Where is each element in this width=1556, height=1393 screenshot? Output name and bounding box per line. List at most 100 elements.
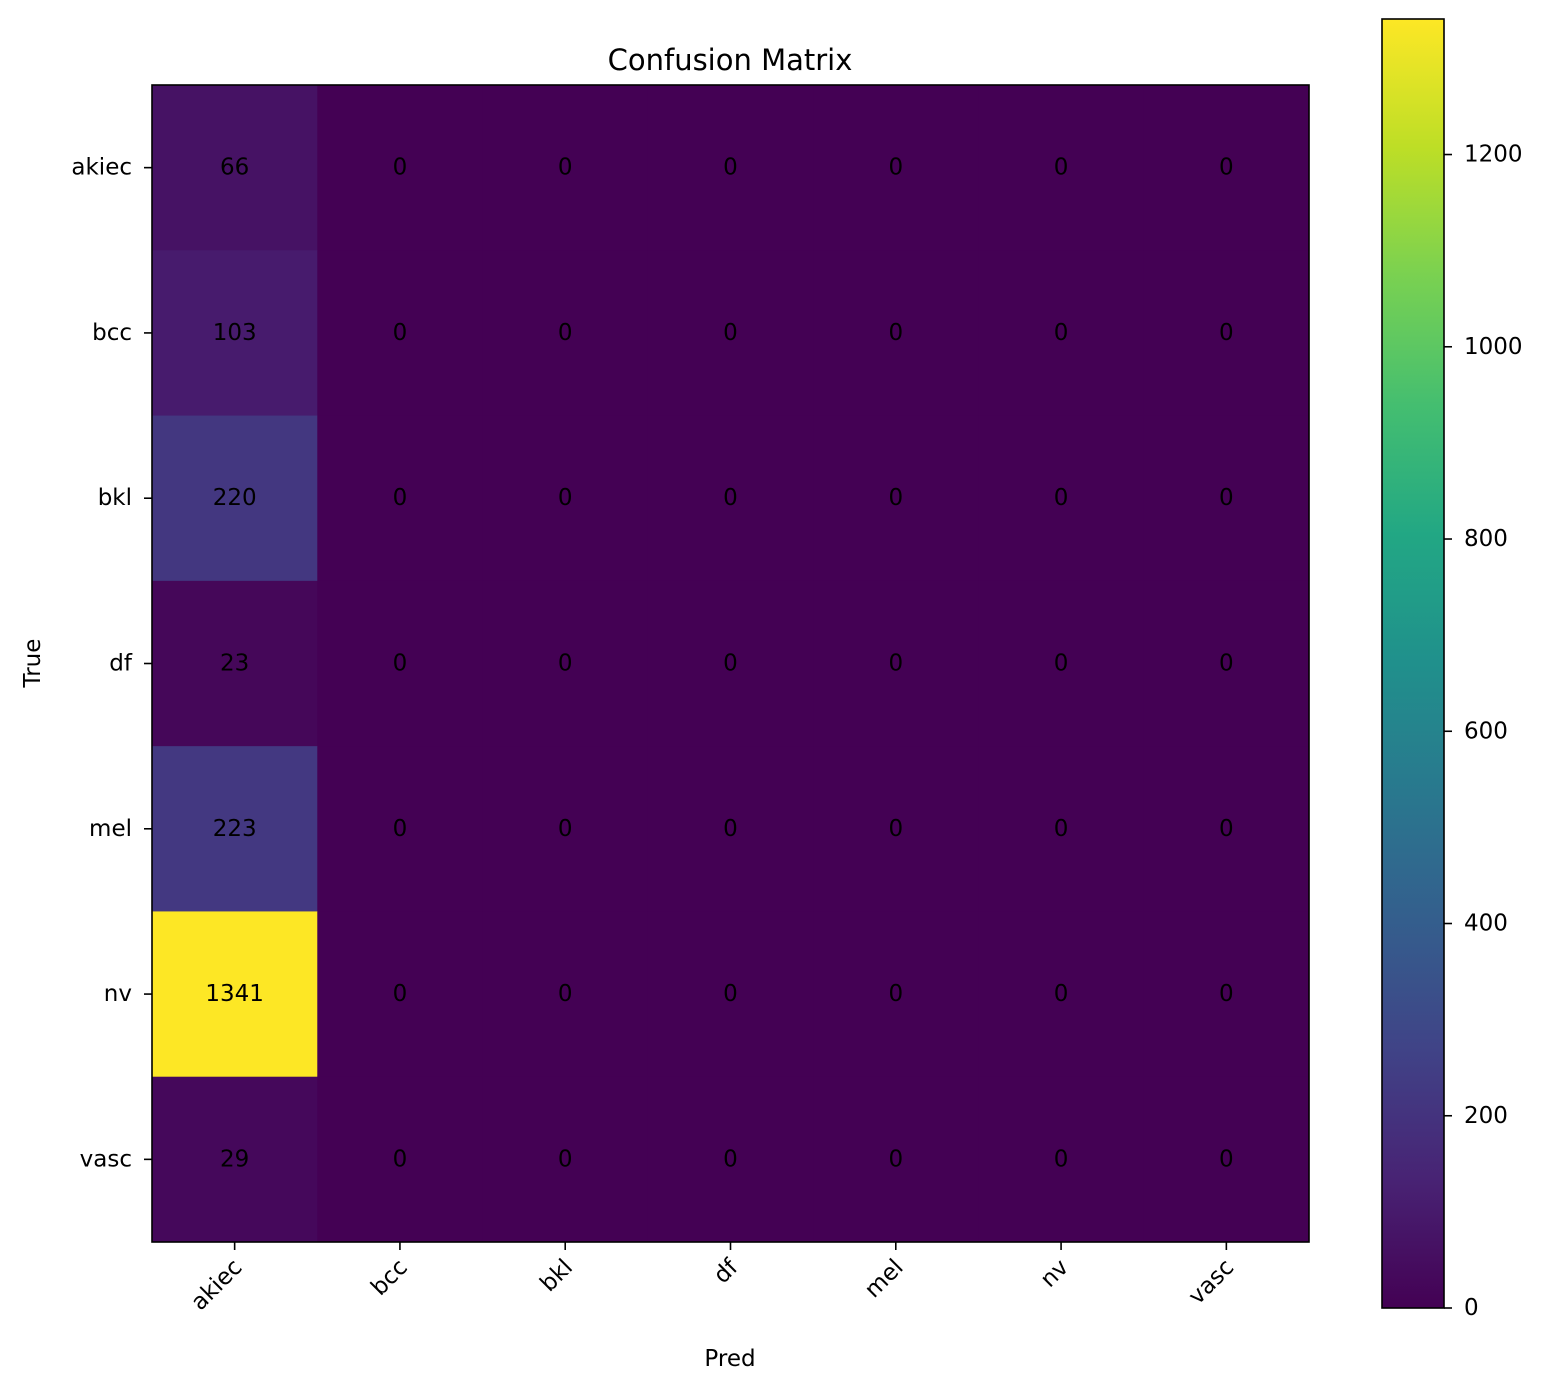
cell-value-label: 0 — [1054, 981, 1069, 1007]
cell-value-label: 0 — [393, 155, 408, 181]
x-axis-ticks: akiec bcc bkl df mel nv vasc — [186, 1242, 1239, 1316]
heatmap-cell — [813, 746, 979, 912]
cell-value-label: 29 — [220, 1146, 249, 1172]
heatmap-cell — [482, 1076, 649, 1243]
y-axis-label: True — [20, 639, 46, 689]
heatmap-cell — [317, 250, 484, 417]
y-tick-label: nv — [104, 981, 132, 1007]
y-tick-label: vasc — [80, 1146, 132, 1172]
cell-value-label: 0 — [1054, 816, 1069, 842]
x-tick-label: vasc — [1184, 1254, 1239, 1309]
cell-value-label: 0 — [393, 485, 408, 511]
x-tick-label: df — [709, 1254, 744, 1289]
cell-value-label: 0 — [393, 320, 408, 346]
heatmap-cell — [482, 250, 649, 417]
heatmap-cell — [647, 911, 814, 1078]
heatmap-cell — [152, 911, 318, 1078]
cell-value-label: 0 — [888, 651, 903, 677]
heatmap-cell — [647, 415, 814, 582]
heatmap-cell — [1143, 1076, 1310, 1243]
cell-value-label: 0 — [1219, 320, 1234, 346]
cell-value-label: 0 — [723, 485, 738, 511]
heatmap-cell — [482, 580, 649, 747]
cell-value-label: 0 — [888, 320, 903, 346]
cell-value-label: 0 — [1219, 155, 1234, 181]
heatmap-cell — [978, 85, 1145, 251]
cell-value-label: 0 — [393, 981, 408, 1007]
cell-value-label: 103 — [213, 320, 257, 346]
heatmap-cell — [647, 250, 814, 417]
heatmap-cell — [482, 746, 649, 912]
y-tick-label: mel — [89, 816, 132, 842]
heatmap-cell — [813, 580, 979, 747]
colorbar-tick-label: 600 — [1464, 718, 1508, 744]
y-tick-label: bcc — [92, 320, 132, 346]
heatmap-cell — [152, 415, 318, 582]
heatmap-cell — [1143, 415, 1310, 582]
x-tick-label: mel — [860, 1254, 909, 1303]
heatmap-cell — [813, 1076, 979, 1243]
heatmap-cell — [813, 415, 979, 582]
cell-value-label: 0 — [723, 651, 738, 677]
heatmap-cell — [152, 1076, 318, 1243]
x-axis-label: Pred — [704, 1346, 755, 1372]
cell-value-label: 0 — [1219, 981, 1234, 1007]
cell-value-label: 0 — [558, 816, 573, 842]
cell-value-label: 0 — [723, 816, 738, 842]
cell-value-label: 0 — [393, 816, 408, 842]
chart-title: Confusion Matrix — [608, 43, 853, 77]
heatmap-cell — [1143, 580, 1310, 747]
heatmap-cell — [317, 415, 484, 582]
cell-value-label: 0 — [888, 155, 903, 181]
cell-value-label: 0 — [1054, 485, 1069, 511]
colorbar-tick-label: 1000 — [1464, 334, 1523, 360]
x-tick-label: akiec — [186, 1254, 247, 1315]
cell-value-label: 0 — [1219, 485, 1234, 511]
cell-value-label: 0 — [558, 1146, 573, 1172]
heatmap-cell — [978, 250, 1145, 417]
heatmap-cell — [152, 580, 318, 747]
cell-value-label: 0 — [558, 320, 573, 346]
colorbar-tick-label: 400 — [1464, 911, 1508, 937]
heatmap-cell — [978, 746, 1145, 912]
heatmap-cell — [482, 85, 649, 251]
heatmap-cell — [482, 415, 649, 582]
colorbar-tick-label: 0 — [1464, 1295, 1479, 1321]
y-tick-label: bkl — [98, 485, 132, 511]
cell-value-label: 0 — [558, 155, 573, 181]
heatmap-cell — [647, 1076, 814, 1243]
heatmap-cell — [1143, 250, 1310, 417]
heatmap-cell — [647, 85, 814, 251]
cell-value-label: 0 — [723, 1146, 738, 1172]
cell-value-label: 0 — [1219, 1146, 1234, 1172]
heatmap-cell-labels: 66 0 0 0 0 0 0 103 0 0 0 0 0 0 220 0 0 0 0 0 0 23 0 0 0 0 0 0 223 0 0 0… — [205, 155, 1233, 1173]
heatmap-cell — [482, 911, 649, 1078]
heatmap-cell — [647, 580, 814, 747]
x-tick-label: nv — [1036, 1254, 1074, 1292]
heatmap-cell — [317, 746, 484, 912]
colorbar-tick-label: 1200 — [1464, 142, 1523, 168]
cell-value-label: 0 — [723, 320, 738, 346]
colorbar-ticks: 0 200 400 600 800 1000 1200 — [1444, 142, 1523, 1321]
cell-value-label: 0 — [888, 1146, 903, 1172]
heatmap-cell — [317, 1076, 484, 1243]
heatmap-cell — [813, 250, 979, 417]
cell-value-label: 220 — [213, 485, 257, 511]
heatmap-cell — [978, 415, 1145, 582]
colorbar-tick-label: 800 — [1464, 526, 1508, 552]
heatmap-cell — [152, 250, 318, 417]
cell-value-label: 0 — [1219, 816, 1234, 842]
y-axis-ticks: akiec bcc bkl df mel nv vasc — [71, 155, 152, 1172]
heatmap-cell — [317, 85, 484, 251]
cell-value-label: 0 — [1219, 651, 1234, 677]
cell-value-label: 0 — [723, 981, 738, 1007]
y-tick-label: df — [109, 651, 133, 677]
heatmap-cell — [317, 911, 484, 1078]
cell-value-label: 0 — [888, 816, 903, 842]
heatmap-cell — [152, 85, 318, 251]
cell-value-label: 0 — [1054, 1146, 1069, 1172]
heatmap-cell — [1143, 85, 1310, 251]
cell-value-label: 0 — [1054, 320, 1069, 346]
cell-value-label: 1341 — [205, 981, 264, 1007]
